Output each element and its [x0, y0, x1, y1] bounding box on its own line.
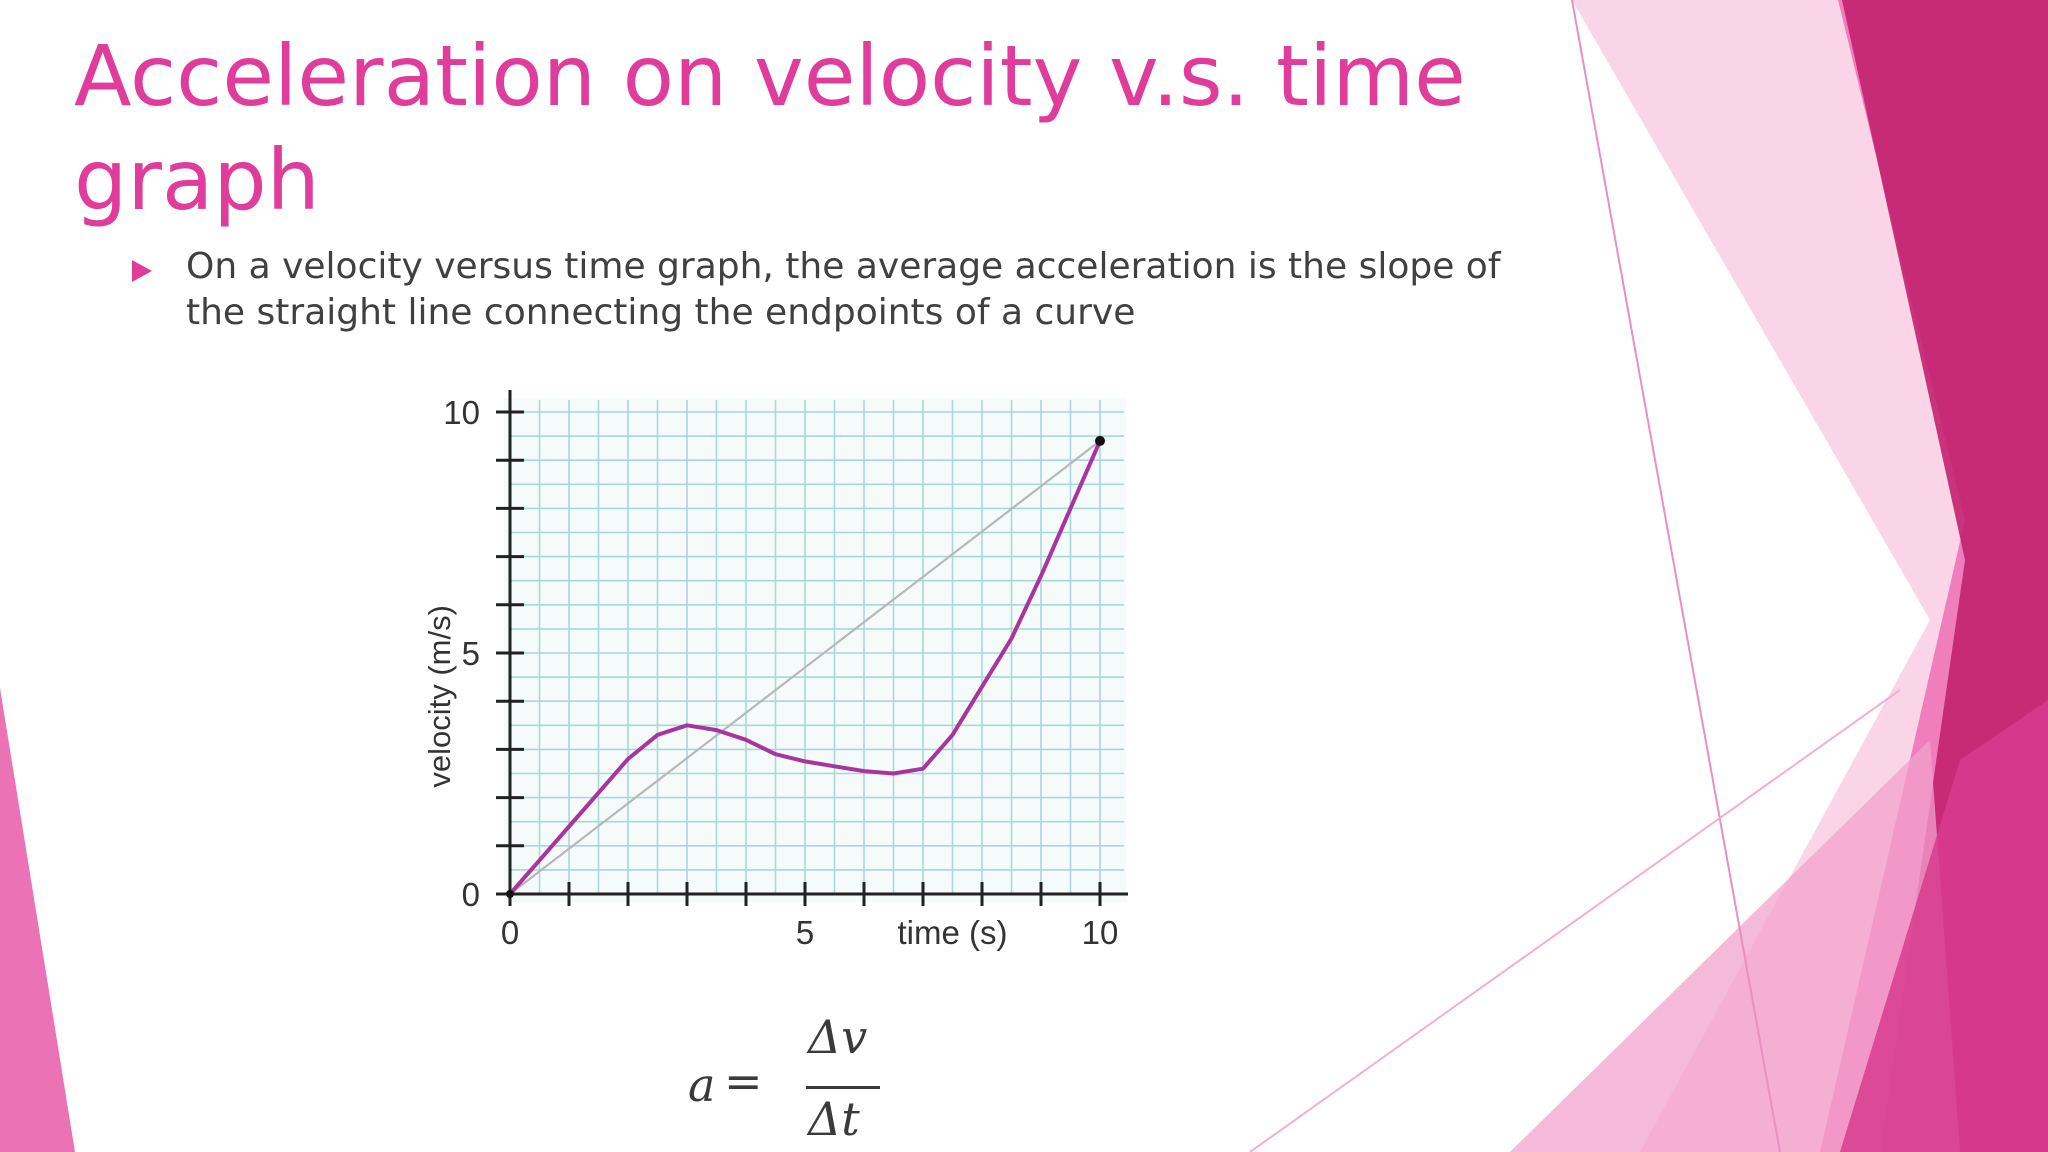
y-tick-label: 5: [462, 635, 480, 672]
chart-series: [506, 435, 1105, 898]
endpoint-dot: [1095, 435, 1105, 446]
y-tick-label: 0: [462, 876, 480, 913]
x-tick-label: 5: [796, 914, 814, 951]
formula-numerator: Δv: [808, 1010, 868, 1064]
deco-bottom-magenta: [1840, 700, 2048, 1152]
chart-axes: [496, 390, 1128, 906]
y-tick-label: 10: [443, 394, 480, 431]
formula-equals: =: [724, 1054, 763, 1108]
x-tick-label: 0: [501, 914, 519, 951]
formula-lhs: a: [688, 1058, 716, 1112]
x-tick-label: 10: [1082, 914, 1119, 951]
velocity-time-chart: 0 5 10 0 5 10 time (s) velocity (m/s): [422, 390, 1128, 951]
slide-title: Acceleration on velocity v.s. time graph: [74, 27, 1466, 229]
y-axis-label: velocity (m/s): [422, 605, 457, 788]
chart-labels: 0 5 10 0 5 10 time (s) velocity (m/s): [422, 394, 1118, 951]
formula-fraction-bar: [806, 1086, 880, 1089]
formula-denominator: Δt: [808, 1092, 860, 1146]
bullet-item: On a velocity versus time graph, the ave…: [128, 244, 1548, 336]
origin-dot: [506, 890, 514, 898]
average-slope-line: [509, 440, 1101, 895]
deco-thin-line-1: [1571, 0, 1781, 1152]
deco-bottom-pink: [1510, 740, 1960, 1152]
x-axis-label: time (s): [898, 914, 1008, 951]
bullet-arrow-icon: [132, 260, 152, 282]
deco-thin-line-2: [1249, 689, 1901, 1152]
velocity-curve: [508, 440, 1102, 896]
acceleration-formula: a = Δv Δt: [680, 1010, 920, 1152]
bullet-text: On a velocity versus time graph, the ave…: [186, 246, 1501, 333]
deco-left-sliver: [0, 688, 75, 1152]
